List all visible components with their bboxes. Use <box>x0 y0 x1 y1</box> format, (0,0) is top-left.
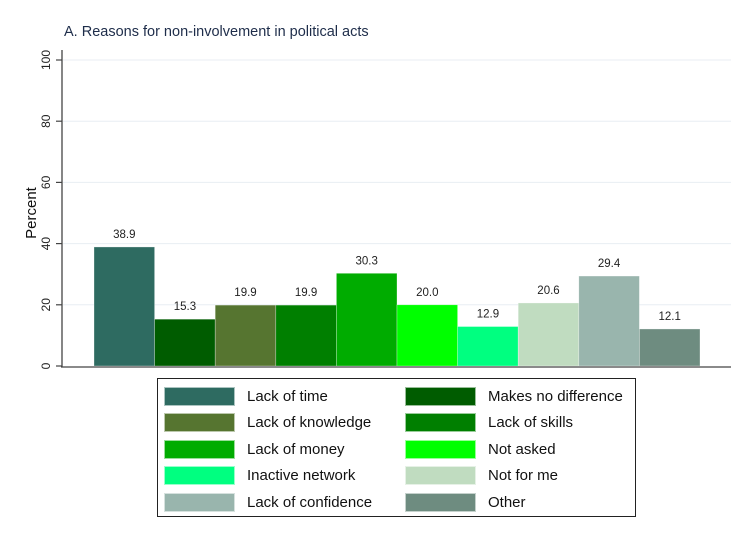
legend-item: Lack of money <box>164 439 345 459</box>
y-tick-label: 20 <box>39 298 53 312</box>
bar-value-label: 38.9 <box>113 229 135 241</box>
legend-label: Other <box>488 493 526 511</box>
legend-swatch <box>405 413 476 432</box>
legend-item: Not for me <box>405 466 558 486</box>
bar <box>639 328 701 367</box>
legend-label: Lack of money <box>247 440 345 458</box>
legend-swatch <box>164 466 235 485</box>
gridlines <box>63 59 731 306</box>
bar <box>578 275 640 367</box>
legend-swatch <box>405 492 476 512</box>
legend-label: Lack of knowledge <box>247 414 372 431</box>
bar-value-label: 15.3 <box>174 301 196 313</box>
bar <box>214 304 277 367</box>
bars <box>93 246 701 367</box>
legend-item: Lack of confidence <box>164 492 372 512</box>
y-tick-label: 100 <box>39 50 53 70</box>
y-tick-label: 40 <box>39 237 53 251</box>
legend-swatch <box>164 413 235 432</box>
legend-label: Lack of confidence <box>247 493 373 511</box>
legend-label: Lack of skills <box>488 414 574 431</box>
y-tick-label: 0 <box>39 362 53 369</box>
bar-value-label: 19.9 <box>234 287 256 299</box>
bar-chart: A. Reasons for non-involvement in politi… <box>23 24 731 369</box>
bar-value-labels: 38.9 15.3 19.9 19.9 30.3 20.0 12.9 20.6 29.4 12.1 <box>113 229 681 323</box>
legend-item: Lack of time <box>164 386 328 406</box>
legend-swatch <box>164 439 235 459</box>
legend-item: Inactive network <box>164 466 355 486</box>
bar <box>457 326 519 367</box>
legend-label: Not for me <box>488 467 559 484</box>
bar-value-label: 30.3 <box>356 255 378 267</box>
y-tick-label: 80 <box>39 114 53 128</box>
bar-value-label: 20.0 <box>416 287 438 299</box>
chart-title: A. Reasons for non-involvement in politi… <box>64 24 369 40</box>
legend-item: Lack of skills <box>405 413 573 433</box>
legend-item: Not asked <box>405 439 556 459</box>
bar <box>336 272 398 367</box>
legend-swatch <box>164 492 235 512</box>
legend-item: Lack of knowledge <box>164 413 371 433</box>
bar-value-label: 19.9 <box>295 287 317 299</box>
legend-swatch <box>405 439 476 459</box>
y-tick-label: 60 <box>39 175 53 189</box>
bar <box>154 318 216 367</box>
legend-label: Inactive network <box>247 467 356 484</box>
bar <box>93 246 155 367</box>
legend-item: Makes no difference <box>405 386 623 406</box>
legend-label: Not asked <box>488 440 556 458</box>
y-axis-ticks: 0 20 40 60 80 100 <box>39 50 62 369</box>
legend-label: Makes no difference <box>488 387 623 405</box>
legend-item: Other <box>405 492 526 512</box>
legend-swatch <box>164 386 235 406</box>
bar <box>517 302 580 367</box>
bar-value-label: 12.9 <box>477 309 499 321</box>
legend-label: Lack of time <box>247 387 328 405</box>
legend: Lack of time Makes no difference Lack of k… <box>157 378 636 517</box>
bar <box>275 304 337 367</box>
y-axis-title: Percent <box>23 186 40 239</box>
bar-value-label: 20.6 <box>537 285 559 297</box>
legend-swatch <box>405 466 476 485</box>
bar-value-label: 29.4 <box>598 258 621 270</box>
legend-swatch <box>405 386 476 406</box>
bar-value-label: 12.1 <box>659 311 681 323</box>
bar <box>396 304 458 367</box>
